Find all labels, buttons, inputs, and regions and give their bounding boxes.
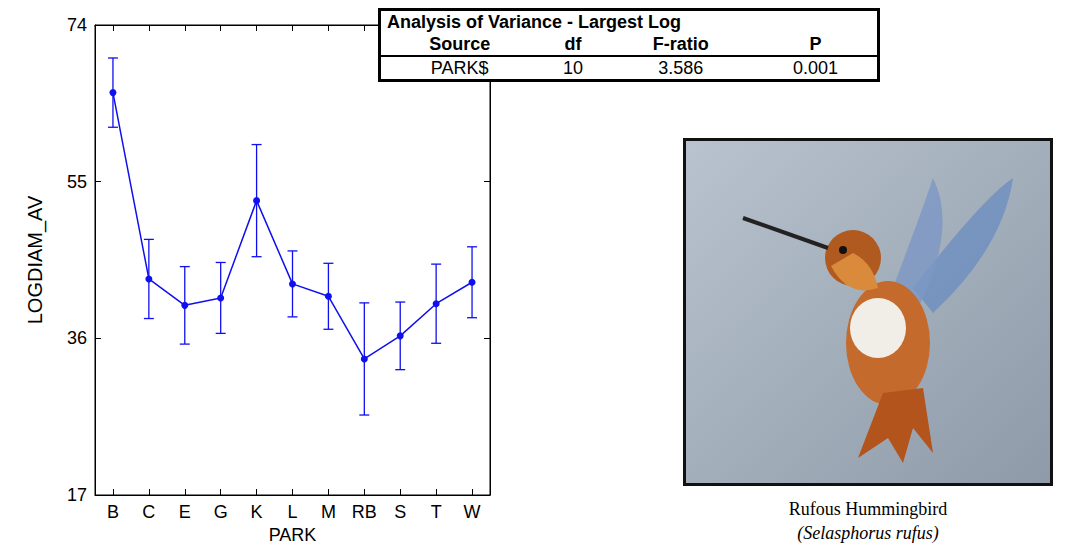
svg-text:74: 74 (67, 15, 87, 35)
svg-text:G: G (214, 502, 228, 522)
svg-text:S: S (394, 502, 406, 522)
html-text:10: 10 (562, 58, 583, 78)
html-text:(Selasphorus rufus): (Selasphorus rufus) (797, 523, 939, 543)
html-text:F-ratio: F-ratio (652, 34, 709, 54)
svg-text:RB: RB (352, 502, 377, 522)
svg-text:17: 17 (67, 485, 87, 505)
svg-text:L: L (287, 502, 297, 522)
svg-text:M: M (321, 502, 336, 522)
html-text:Source: Source (429, 34, 491, 54)
svg-text:PARK: PARK (269, 525, 317, 545)
svg-text:W: W (464, 502, 481, 522)
svg-text:LOGDIAM_AV: LOGDIAM_AV (24, 195, 47, 324)
html-text:0.001: 0.001 (793, 58, 838, 78)
svg-text:K: K (251, 502, 263, 522)
svg-text:36: 36 (67, 328, 87, 348)
svg-text:T: T (431, 502, 442, 522)
svg-text:E: E (179, 502, 191, 522)
html-text:PARK$: PARK$ (430, 58, 489, 78)
html-text:df: df (564, 34, 582, 54)
html-text:3.586: 3.586 (658, 58, 704, 78)
svg-text:55: 55 (67, 172, 87, 192)
svg-text:C: C (142, 502, 155, 522)
svg-text:B: B (107, 502, 119, 522)
html-text:P: P (809, 34, 822, 54)
html-text:Rufous Hummingbird: Rufous Hummingbird (788, 499, 948, 519)
html-text:Analysis of Variance - Largest: Analysis of Variance - Largest Log (387, 12, 682, 32)
